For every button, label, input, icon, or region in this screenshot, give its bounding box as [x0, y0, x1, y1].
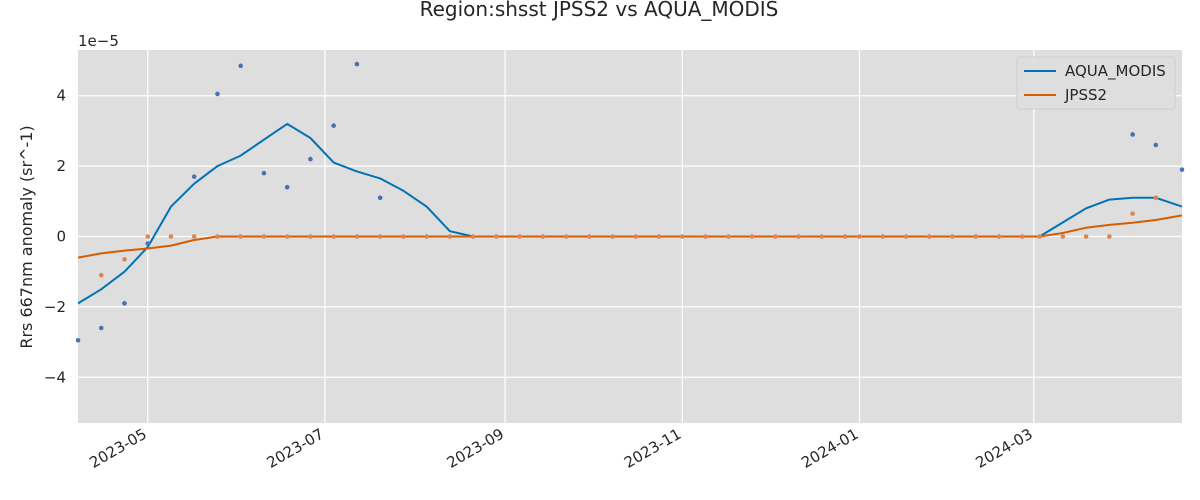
data-point-jpss2	[145, 234, 151, 239]
data-point-jpss2	[679, 234, 685, 239]
data-point-aqua-modis	[354, 61, 360, 67]
data-point-jpss2	[857, 234, 862, 239]
data-point-aqua-modis	[122, 301, 127, 306]
data-point-aqua-modis	[1130, 132, 1135, 137]
data-point-jpss2	[749, 234, 755, 239]
data-point-jpss2	[494, 234, 499, 239]
series-line-jpss2	[77, 214, 1183, 259]
data-point-jpss2	[1060, 234, 1066, 239]
data-point-aqua-modis	[191, 174, 197, 179]
data-point-jpss2	[261, 234, 267, 239]
data-point-jpss2	[996, 234, 1002, 239]
data-point-aqua-modis	[145, 241, 151, 246]
y-tick-label: 2	[56, 157, 66, 175]
data-point-jpss2	[284, 234, 290, 239]
data-point-aqua-modis	[331, 123, 336, 128]
data-point-jpss2	[610, 234, 615, 239]
data-point-aqua-modis	[284, 184, 290, 190]
series-line-aqua-modis	[77, 122, 1183, 305]
data-point-jpss2	[587, 234, 592, 239]
data-point-aqua-modis	[98, 325, 104, 331]
x-tick-label: 2023-09	[444, 425, 507, 472]
y-axis-label: Rrs 667nm anomaly (sr^-1)	[17, 125, 36, 348]
data-point-jpss2	[796, 234, 801, 239]
plot-layer	[75, 61, 1185, 343]
x-tick-label: 2023-11	[621, 425, 684, 472]
data-point-jpss2	[950, 234, 955, 239]
data-point-jpss2	[377, 234, 383, 239]
data-point-jpss2	[1019, 234, 1025, 239]
data-point-aqua-modis	[1179, 167, 1185, 172]
data-point-jpss2	[447, 234, 453, 239]
data-point-aqua-modis	[215, 91, 220, 97]
data-point-aqua-modis	[75, 338, 81, 343]
data-point-aqua-modis	[377, 195, 383, 201]
data-point-aqua-modis	[261, 170, 267, 176]
data-point-jpss2	[1130, 211, 1135, 216]
data-point-aqua-modis	[238, 63, 243, 69]
data-point-jpss2	[726, 234, 732, 239]
data-point-jpss2	[331, 234, 336, 239]
data-point-jpss2	[354, 234, 360, 239]
data-point-jpss2	[880, 234, 886, 239]
data-point-jpss2	[1107, 234, 1112, 239]
x-tick-label: 2023-05	[86, 425, 149, 472]
data-point-jpss2	[842, 234, 848, 239]
data-point-jpss2	[656, 234, 662, 239]
data-point-jpss2	[703, 234, 708, 239]
x-tick-label: 2024-03	[973, 425, 1036, 472]
data-point-jpss2	[633, 234, 639, 239]
data-point-jpss2	[903, 234, 909, 239]
data-point-aqua-modis	[308, 156, 313, 162]
legend-box	[1016, 56, 1176, 110]
data-point-jpss2	[424, 234, 429, 239]
data-point-jpss2	[122, 257, 127, 262]
data-point-aqua-modis	[1153, 142, 1159, 148]
data-point-jpss2	[238, 234, 243, 239]
y-tick-label: −4	[44, 368, 66, 386]
x-tick-label: 2023-07	[264, 425, 327, 472]
data-point-jpss2	[98, 272, 104, 278]
data-point-jpss2	[926, 234, 932, 239]
y-tick-label: 4	[56, 87, 66, 105]
chart-title: Region:shsst JPSS2 vs AQUA_MODIS	[420, 0, 779, 21]
data-point-jpss2	[191, 234, 197, 239]
data-point-jpss2	[1037, 234, 1042, 239]
legend-label-jpss2: JPSS2	[1064, 86, 1107, 104]
data-point-jpss2	[1153, 195, 1159, 201]
data-point-jpss2	[819, 234, 825, 239]
y-tick-label: −2	[44, 298, 66, 316]
y-offset-label: 1e−5	[78, 32, 119, 50]
data-point-jpss2	[1083, 234, 1089, 239]
data-point-jpss2	[517, 234, 522, 239]
data-point-jpss2	[540, 234, 546, 239]
data-point-jpss2	[168, 234, 174, 239]
data-point-jpss2	[563, 234, 569, 239]
legend-label-aqua-modis: AQUA_MODIS	[1065, 62, 1166, 81]
y-tick-label: 0	[56, 228, 66, 246]
data-point-jpss2	[308, 234, 313, 239]
legend: AQUA_MODIS JPSS2	[1016, 56, 1176, 110]
data-point-jpss2	[973, 234, 979, 239]
data-point-jpss2	[772, 234, 778, 239]
data-point-jpss2	[470, 234, 476, 239]
data-point-jpss2	[401, 234, 406, 239]
x-tick-label: 2024-01	[798, 425, 861, 472]
data-point-jpss2	[215, 234, 220, 239]
